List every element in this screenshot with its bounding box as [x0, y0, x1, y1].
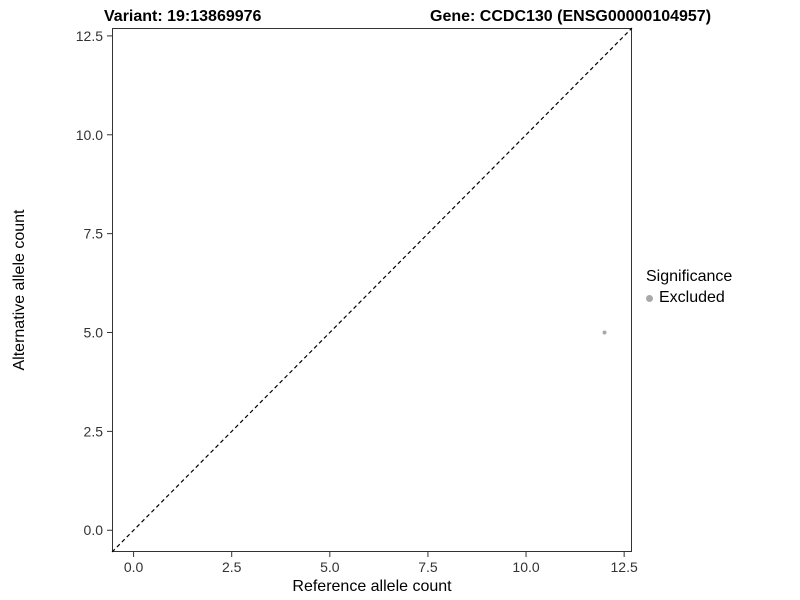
- x-tick-label: 2.5: [222, 559, 242, 575]
- y-tick-label: 5.0: [84, 325, 104, 341]
- y-axis-label: Alternative allele count: [11, 209, 28, 371]
- x-axis-label: Reference allele count: [292, 578, 452, 595]
- plot-area: 0.0 2.5 5.0 7.5 10.0 12.5 0.0 2.5 5.0 7.5 10.0 12.5: [76, 27, 638, 575]
- legend-title: Significance: [646, 268, 733, 285]
- gene-title: Gene: CCDC130 (ENSG00000104957): [430, 8, 712, 25]
- legend: Significance Excluded: [646, 268, 732, 307]
- panel-border: [112, 28, 632, 552]
- variant-title: Variant: 19:13869976: [104, 8, 262, 25]
- y-tick-label: 12.5: [76, 28, 103, 44]
- x-tick-label: 12.5: [611, 559, 638, 575]
- x-tick-label: 5.0: [320, 559, 340, 575]
- x-tick-label: 0.0: [124, 559, 144, 575]
- identity-line: [111, 27, 633, 553]
- x-tick-label: 7.5: [418, 559, 438, 575]
- excluded-point-icon: [646, 294, 653, 302]
- y-tick-label: 2.5: [84, 423, 104, 439]
- y-tick-label: 7.5: [84, 226, 104, 242]
- x-tick-label: 10.0: [512, 559, 539, 575]
- y-tick-label: 0.0: [84, 522, 104, 538]
- data-point: [602, 330, 607, 335]
- legend-entry-label: Excluded: [659, 289, 725, 306]
- y-tick-label: 10.0: [76, 127, 103, 143]
- legend-entry: Excluded: [646, 289, 732, 307]
